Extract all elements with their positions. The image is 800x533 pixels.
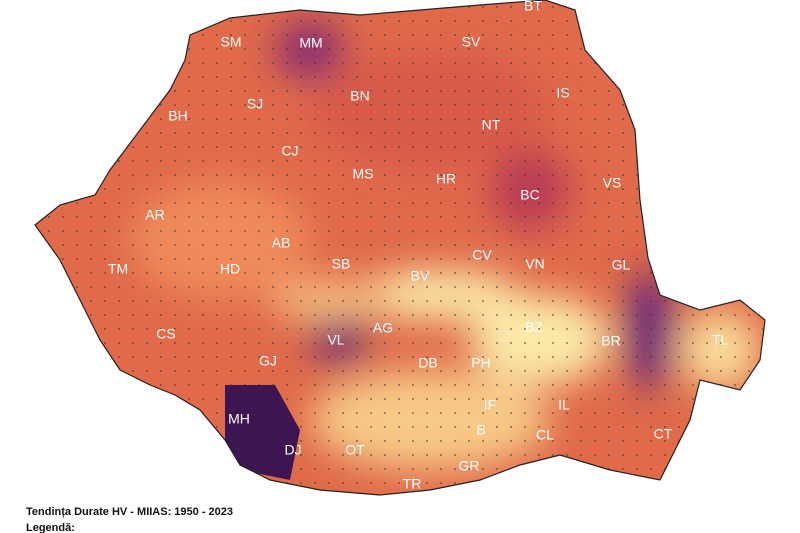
county-label: HR <box>436 171 456 187</box>
county-label: IL <box>558 397 570 413</box>
county-label: TM <box>108 261 128 277</box>
county-label: CJ <box>281 143 298 159</box>
county-label: SB <box>332 256 351 272</box>
county-label: CV <box>472 247 492 263</box>
county-label: CT <box>654 426 673 442</box>
county-label: SJ <box>247 96 263 112</box>
county-label: DB <box>418 355 437 371</box>
legend-title: Legendă: <box>26 522 75 533</box>
county-label: MS <box>353 166 374 182</box>
county-label: VN <box>525 256 544 272</box>
county-label: VS <box>603 175 622 191</box>
county-label: AR <box>145 207 164 223</box>
county-label: TR <box>403 476 422 492</box>
county-labels: BT SM MM SV BN IS SJ BH NT CJ MS HR BC VS AR AB CV TM HD SB… <box>108 0 728 492</box>
county-label: BZ <box>525 319 543 335</box>
border <box>34 0 766 496</box>
county-label: SV <box>462 34 481 50</box>
county-label: CL <box>536 427 554 443</box>
county-label: TL <box>712 332 729 348</box>
county-label: VL <box>327 332 344 348</box>
map-title: Tendința Durate HV - MIIAS: 1950 - 2023 <box>26 506 233 518</box>
county-label: BH <box>168 108 187 124</box>
county-label: BV <box>411 268 430 284</box>
county-label: PH <box>471 355 490 371</box>
county-label: B <box>476 422 485 438</box>
county-label: AG <box>373 320 393 336</box>
county-label: MM <box>299 35 322 51</box>
county-label: BR <box>601 333 620 349</box>
county-label: HD <box>220 261 240 277</box>
county-label: IF <box>484 397 496 413</box>
county-label: CS <box>156 326 175 342</box>
county-label: AB <box>272 235 291 251</box>
county-label: BN <box>350 88 369 104</box>
county-label: BC <box>520 187 539 203</box>
county-label: DJ <box>284 442 301 458</box>
county-label: IS <box>556 85 569 101</box>
county-label: SM <box>221 34 242 50</box>
county-label: OT <box>345 442 365 458</box>
county-label: BT <box>524 0 542 14</box>
county-label: GJ <box>259 353 277 369</box>
county-label: GL <box>612 257 631 273</box>
county-label: MH <box>228 411 250 427</box>
county-label: GR <box>459 458 480 474</box>
county-label: NT <box>482 117 501 133</box>
